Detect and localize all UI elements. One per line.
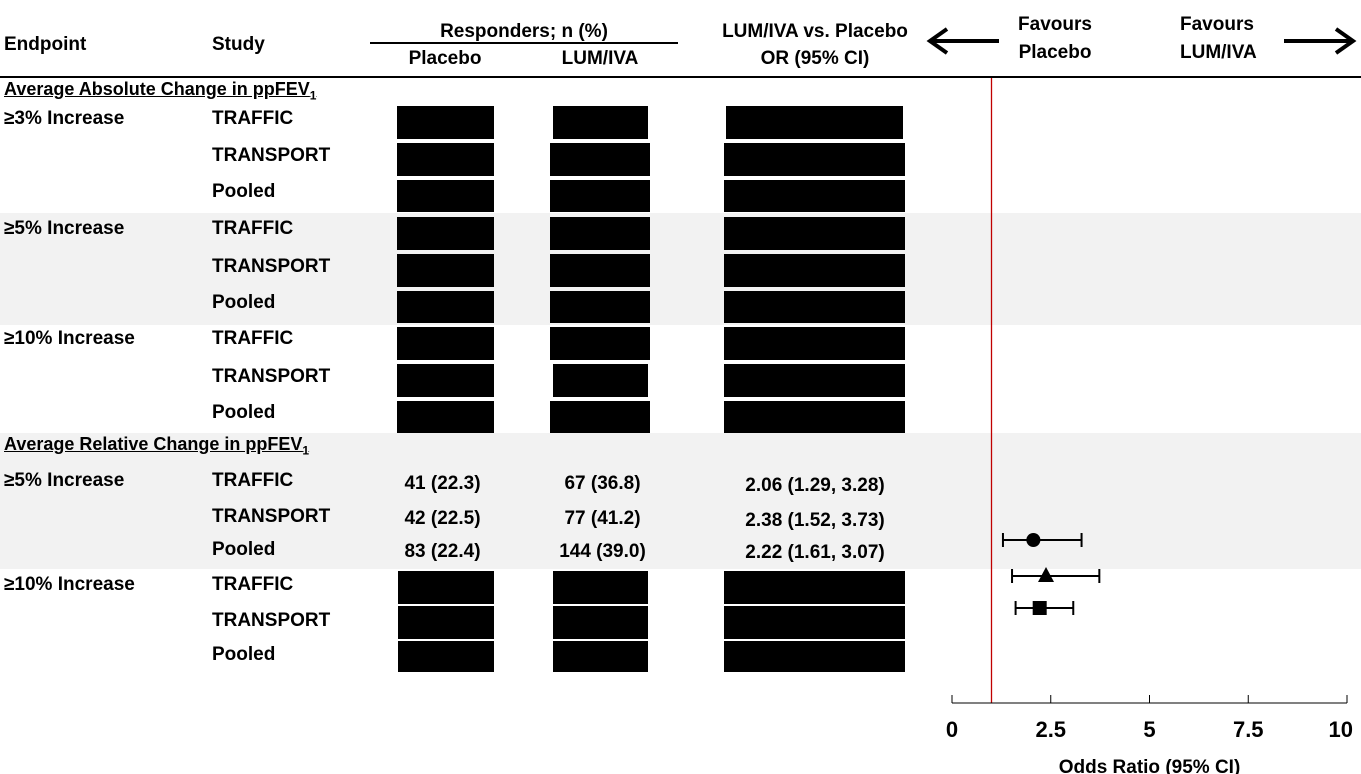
- header-favours-lumiva-2: LUM/IVA: [1180, 42, 1257, 63]
- x-tick-label: 10: [1329, 717, 1353, 742]
- redacted-or: [724, 180, 905, 212]
- header-favours-placebo-2: Placebo: [1018, 42, 1092, 63]
- redacted-lumiva: [553, 641, 648, 672]
- point-circle: [1026, 533, 1041, 547]
- or-value: 2.06 (1.29, 3.28): [745, 475, 885, 496]
- study-label: Pooled: [212, 292, 276, 313]
- redacted-lumiva: [550, 180, 650, 212]
- redacted-lumiva: [553, 571, 648, 604]
- redacted-or: [724, 217, 905, 250]
- header-endpoint: Endpoint: [4, 34, 87, 55]
- header-lumiva: LUM/IVA: [561, 48, 639, 69]
- redacted-lumiva: [550, 327, 650, 360]
- redacted-or: [724, 143, 905, 176]
- redacted-or: [724, 606, 905, 639]
- band-relative-5pct: [0, 433, 1361, 569]
- redacted-lumiva: [550, 401, 650, 433]
- redacted-or: [724, 571, 905, 604]
- redacted-placebo: [397, 143, 494, 176]
- study-label: Pooled: [212, 402, 276, 423]
- placebo-value: 41 (22.3): [404, 473, 481, 494]
- study-label: Pooled: [212, 181, 276, 202]
- redacted-lumiva: [553, 364, 648, 397]
- redacted-placebo: [397, 106, 494, 139]
- section-relative-change: Average Relative Change in ppFEV1: [4, 434, 310, 458]
- redacted-or: [724, 291, 905, 323]
- lumiva-value: 77 (41.2): [564, 508, 641, 529]
- or-value: 2.38 (1.52, 3.73): [745, 510, 885, 531]
- redacted-placebo: [397, 364, 494, 397]
- arrow-left-icon: [926, 27, 999, 55]
- x-tick-label: 2.5: [1035, 717, 1066, 742]
- x-tick-label: 7.5: [1233, 717, 1264, 742]
- study-label: TRANSPORT: [212, 366, 331, 387]
- redacted-placebo: [398, 606, 494, 639]
- study-label: TRAFFIC: [212, 218, 294, 239]
- band-5pct-absolute: [0, 213, 1361, 325]
- or-value: 2.22 (1.61, 3.07): [745, 542, 885, 563]
- header-or-line1: LUM/IVA vs. Placebo: [722, 21, 908, 42]
- endpoint-label: ≥10% Increase: [4, 328, 135, 349]
- header-favours-placebo-1: Favours: [1018, 14, 1092, 35]
- header-or-line2: OR (95% CI): [760, 48, 870, 69]
- endpoint-label: ≥10% Increase: [4, 574, 135, 595]
- redacted-lumiva: [550, 291, 650, 323]
- placebo-value: 42 (22.5): [404, 508, 481, 529]
- header-study: Study: [212, 34, 265, 55]
- endpoint-label: ≥3% Increase: [4, 108, 125, 129]
- x-tick-label: 5: [1143, 717, 1155, 742]
- x-tick-label: 0: [946, 717, 958, 742]
- endpoint-label: ≥5% Increase: [4, 470, 125, 491]
- redacted-placebo: [397, 327, 494, 360]
- study-label: TRAFFIC: [212, 470, 294, 491]
- study-label: TRANSPORT: [212, 145, 331, 166]
- redacted-lumiva: [550, 143, 650, 176]
- redacted-or: [724, 254, 905, 287]
- lumiva-value: 67 (36.8): [564, 473, 641, 494]
- redacted-lumiva: [553, 606, 648, 639]
- redacted-placebo: [397, 254, 494, 287]
- header-favours-lumiva-1: Favours: [1180, 14, 1254, 35]
- redacted-or: [724, 327, 905, 360]
- header-placebo: Placebo: [408, 48, 482, 69]
- section-absolute-change: Average Absolute Change in ppFEV1: [4, 79, 317, 103]
- study-label: TRANSPORT: [212, 506, 331, 527]
- x-axis-title: Odds Ratio (95% CI): [1059, 757, 1241, 774]
- redacted-lumiva: [550, 217, 650, 250]
- study-label: Pooled: [212, 539, 276, 560]
- redacted-placebo: [398, 641, 494, 672]
- redacted-placebo: [398, 571, 494, 604]
- header-responders: Responders; n (%): [440, 21, 608, 42]
- lumiva-value: 144 (39.0): [559, 541, 646, 562]
- study-label: TRAFFIC: [212, 574, 294, 595]
- redacted-lumiva: [550, 254, 650, 287]
- forest-plot: 0 2.5 5 7.5 10 Odds Ratio (95% CI): [946, 78, 1353, 774]
- redacted-lumiva: [553, 106, 648, 139]
- study-label: TRAFFIC: [212, 108, 294, 129]
- endpoint-label: ≥5% Increase: [4, 218, 125, 239]
- point-square: [1032, 601, 1047, 615]
- redacted-placebo: [397, 401, 494, 433]
- redacted-placebo: [397, 180, 494, 212]
- study-label: TRANSPORT: [212, 256, 331, 277]
- redacted-or: [724, 401, 905, 433]
- placebo-value: 83 (22.4): [404, 541, 481, 562]
- header-rule: [0, 76, 1361, 78]
- redacted-placebo: [397, 291, 494, 323]
- point-triangle: [1038, 567, 1055, 582]
- header-responders-rule: [370, 42, 678, 44]
- redacted-placebo: [397, 217, 494, 250]
- study-label: TRAFFIC: [212, 328, 294, 349]
- study-label: Pooled: [212, 644, 276, 665]
- arrow-right-icon: [1284, 27, 1357, 55]
- study-label: TRANSPORT: [212, 610, 331, 631]
- redacted-or: [726, 106, 903, 139]
- redacted-or: [724, 364, 905, 397]
- redacted-or: [724, 641, 905, 672]
